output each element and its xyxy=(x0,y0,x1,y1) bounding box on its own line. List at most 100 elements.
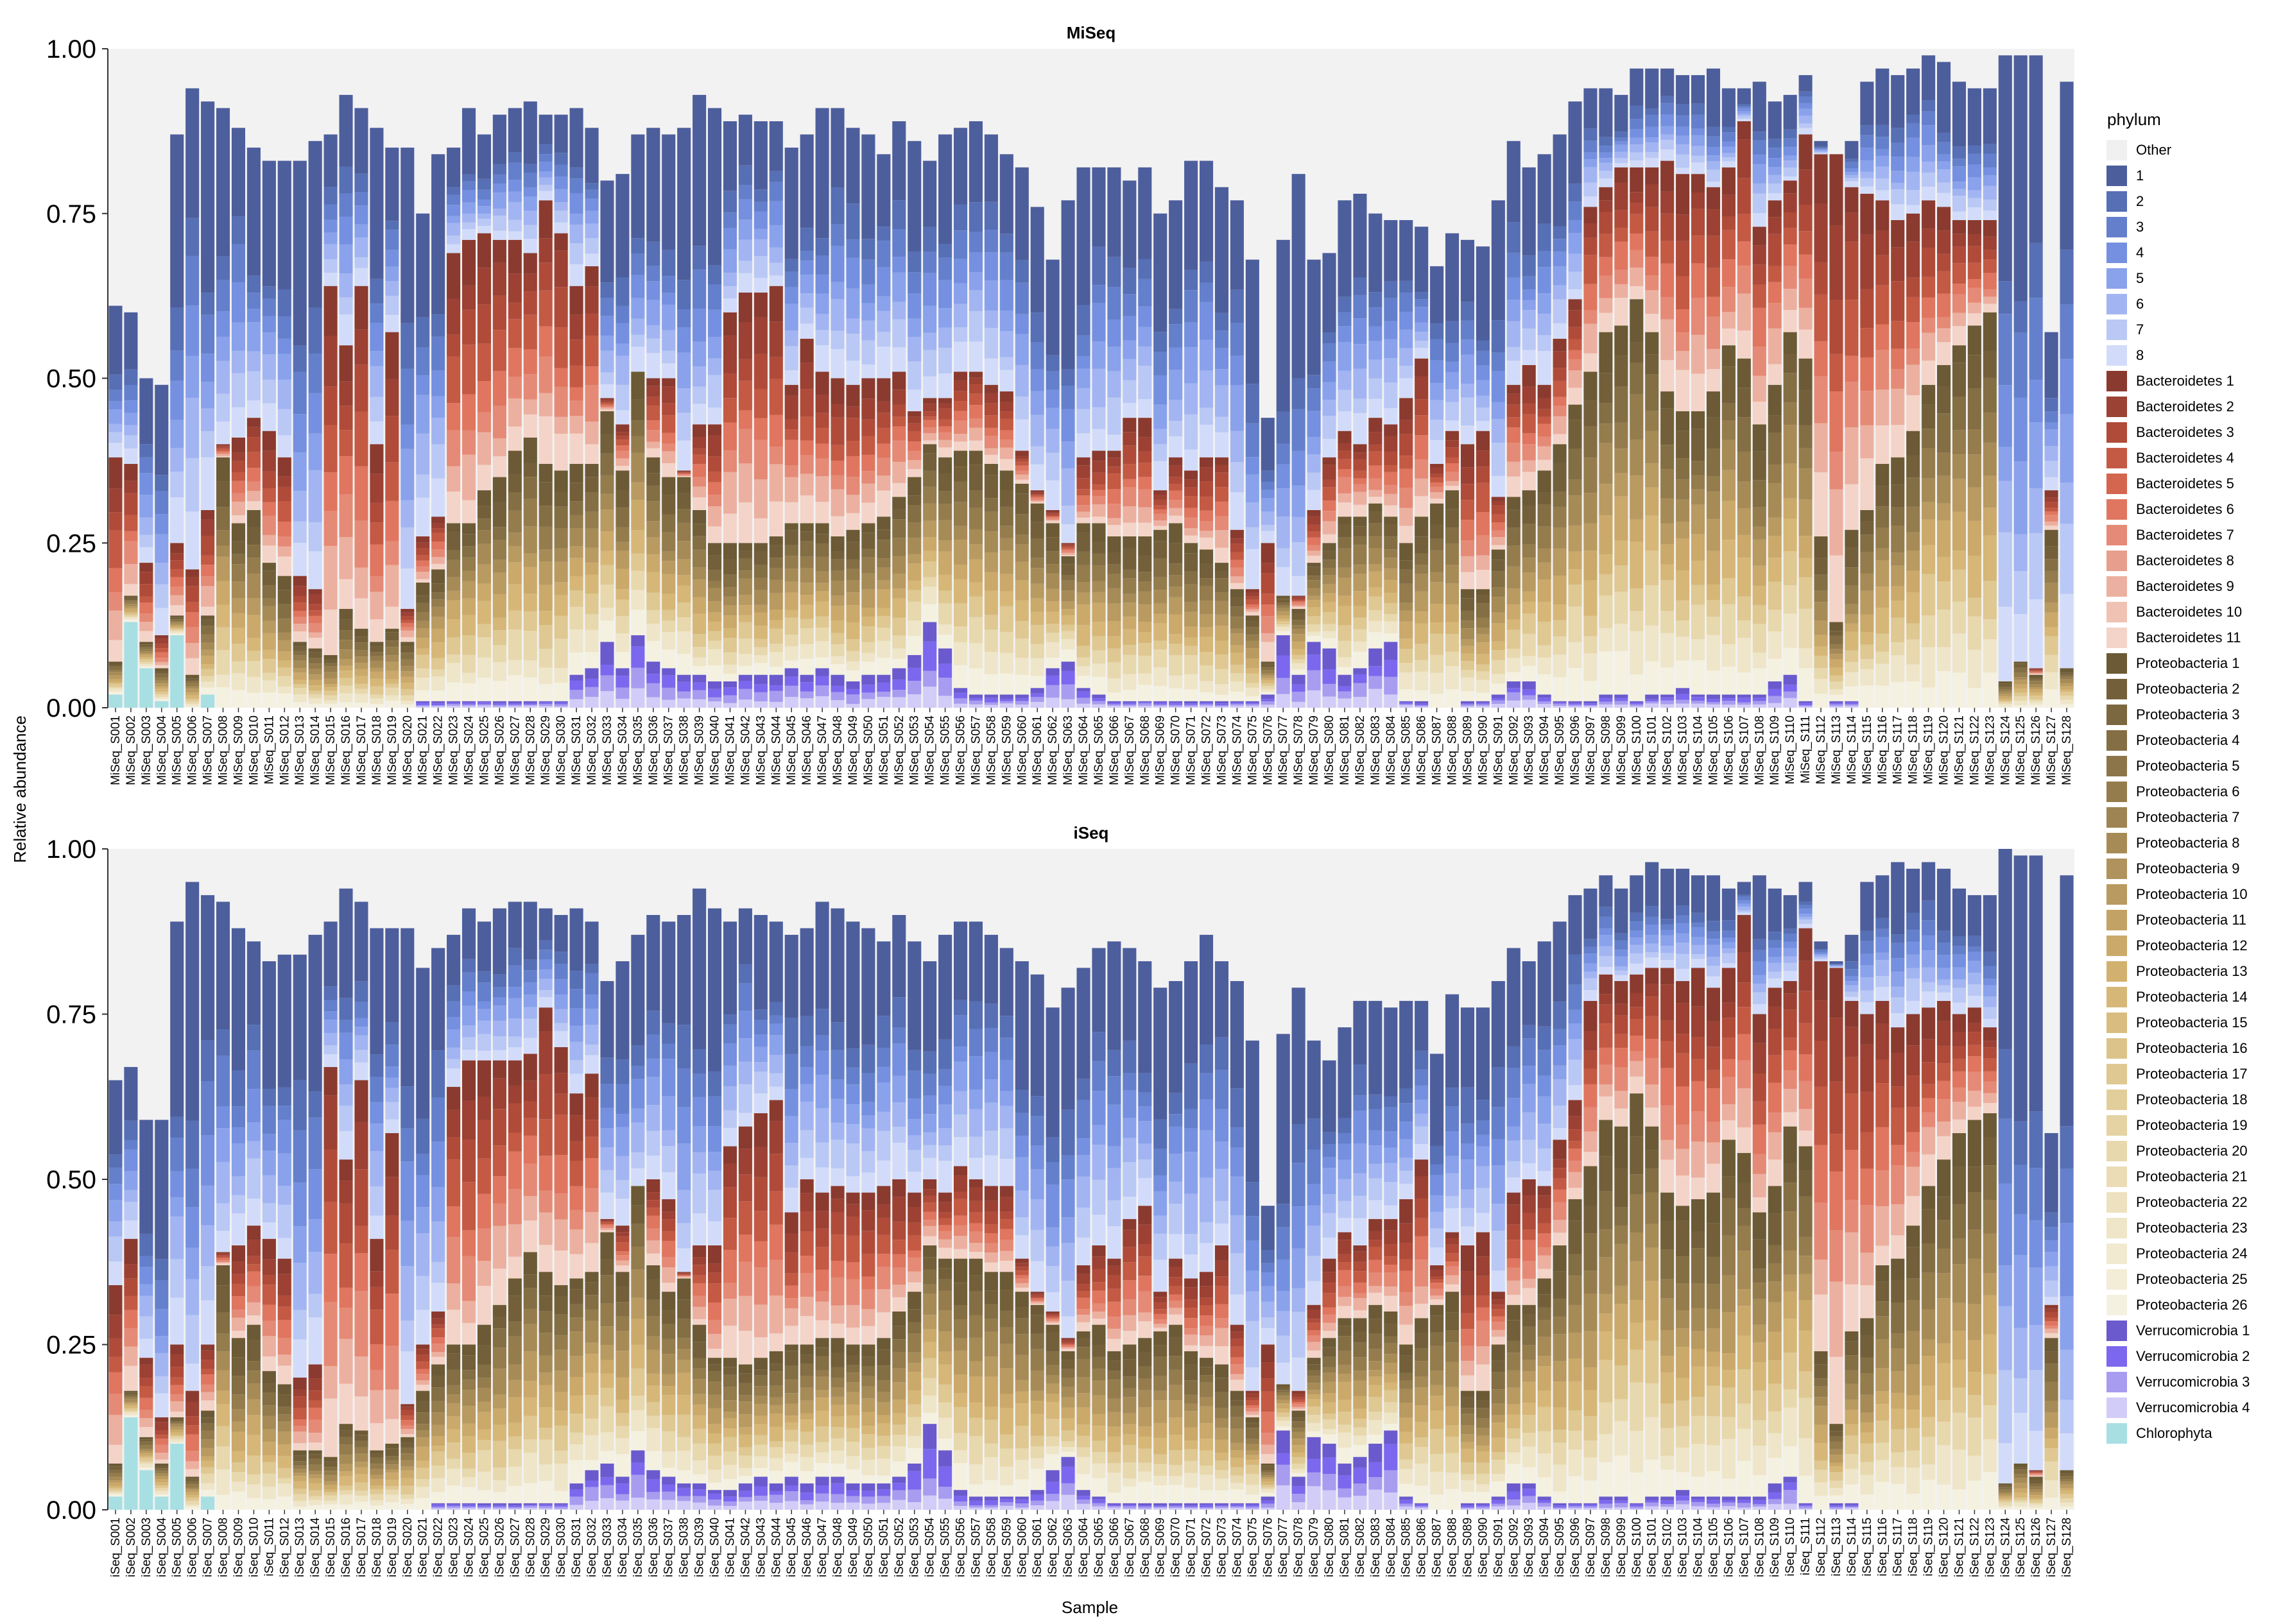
bar-segment xyxy=(1076,433,1090,457)
bar-segment xyxy=(984,201,998,230)
bar-segment xyxy=(1460,701,1475,704)
bar-segment xyxy=(385,687,399,696)
bar-segment xyxy=(861,259,875,285)
bar-segment xyxy=(231,541,246,554)
bar-segment xyxy=(170,350,184,381)
bar-segment xyxy=(892,573,906,589)
bar-segment xyxy=(1537,446,1551,460)
bar-segment xyxy=(954,579,968,604)
bar-segment xyxy=(708,108,722,266)
bar-segment xyxy=(784,676,798,686)
bar-segment xyxy=(354,1430,368,1435)
bar-segment xyxy=(815,458,829,477)
bar-segment xyxy=(416,1487,430,1498)
bar-segment xyxy=(769,321,783,357)
bar-segment xyxy=(784,581,798,593)
bar-segment xyxy=(1430,550,1444,572)
bar-segment xyxy=(354,205,368,225)
bar-segment xyxy=(754,418,768,440)
bar-segment xyxy=(877,558,891,568)
bar-segment xyxy=(1307,516,1321,525)
bar-segment xyxy=(1123,445,1137,465)
bar-segment xyxy=(1476,246,1490,341)
bar-segment xyxy=(1691,585,1705,605)
bar-segment xyxy=(1691,701,1705,704)
bar-segment xyxy=(185,695,200,699)
bar-segment xyxy=(1645,108,1659,115)
bar-segment xyxy=(1184,543,1198,554)
y-tick-label: 0.25 xyxy=(46,1331,96,1360)
bar-segment xyxy=(1276,624,1290,628)
x-tick-label: MiSeq_S055 xyxy=(939,715,952,785)
bar-segment xyxy=(1614,705,1628,708)
bar-segment xyxy=(1415,553,1429,565)
bar-segment xyxy=(508,377,522,398)
x-tick-label: MiSeq_S105 xyxy=(1707,715,1720,785)
bar-segment xyxy=(815,108,829,239)
bar-segment xyxy=(1506,476,1520,497)
bar-segment xyxy=(877,154,891,227)
bar-segment xyxy=(1952,569,1967,602)
bar-segment xyxy=(600,665,614,676)
bar-segment xyxy=(1123,359,1137,380)
bar-segment xyxy=(662,330,676,351)
bar-segment xyxy=(708,612,722,622)
bar-segment xyxy=(231,1274,246,1284)
bar-segment xyxy=(1399,311,1413,330)
x-tick-label: MiSeq_S006 xyxy=(186,715,200,785)
bar-segment xyxy=(1845,212,1859,242)
x-tick-label: MiSeq_S062 xyxy=(1046,715,1060,785)
bar-segment xyxy=(1200,407,1214,425)
bar-segment xyxy=(170,1442,184,1444)
bar-segment xyxy=(431,418,445,445)
bar-segment xyxy=(662,443,676,452)
bar-segment xyxy=(339,314,353,346)
bar-segment xyxy=(784,287,798,304)
bar-segment xyxy=(1691,639,1705,661)
bar-segment xyxy=(431,1401,445,1413)
stacked-bar xyxy=(185,882,200,1510)
bar-segment xyxy=(569,365,583,388)
bar-segment xyxy=(738,429,752,464)
bar-segment xyxy=(339,1471,353,1476)
bar-segment xyxy=(646,397,660,406)
bar-segment xyxy=(370,1423,384,1451)
bar-segment xyxy=(124,1220,138,1239)
bar-segment xyxy=(1706,147,1721,156)
bar-segment xyxy=(877,332,891,347)
bar-segment xyxy=(139,378,153,445)
bar-segment xyxy=(201,619,215,626)
bar-segment xyxy=(1291,701,1305,708)
bar-segment xyxy=(1522,433,1536,445)
bar-segment xyxy=(1829,675,1843,682)
bar-segment xyxy=(231,554,246,565)
x-tick-label: MiSeq_S034 xyxy=(616,715,630,785)
stacked-bar xyxy=(246,941,261,1510)
bar-segment xyxy=(1291,606,1305,609)
bar-segment xyxy=(1614,298,1628,326)
bar-segment xyxy=(646,338,660,354)
bar-segment xyxy=(861,533,875,549)
bar-segment xyxy=(201,1423,215,1431)
bar-segment xyxy=(246,1256,261,1265)
bar-segment xyxy=(738,570,752,579)
bar-segment xyxy=(938,398,952,404)
bar-segment xyxy=(616,384,630,411)
bar-segment xyxy=(585,528,599,548)
bar-segment xyxy=(1922,277,1936,298)
bar-segment xyxy=(431,706,445,708)
bar-segment xyxy=(1169,500,1183,508)
bar-segment xyxy=(1553,444,1567,463)
bar-segment xyxy=(1076,703,1090,708)
bar-segment xyxy=(201,1489,215,1497)
bar-segment xyxy=(1630,588,1644,611)
bar-segment xyxy=(308,697,322,704)
bar-segment xyxy=(1783,518,1797,552)
bar-segment xyxy=(1906,455,1920,478)
bar-segment xyxy=(1015,698,1029,701)
bar-segment xyxy=(1783,266,1797,289)
bar-segment xyxy=(1599,234,1613,257)
bar-segment xyxy=(1353,470,1367,479)
bar-segment xyxy=(108,1496,123,1510)
bar-segment xyxy=(1614,701,1628,705)
